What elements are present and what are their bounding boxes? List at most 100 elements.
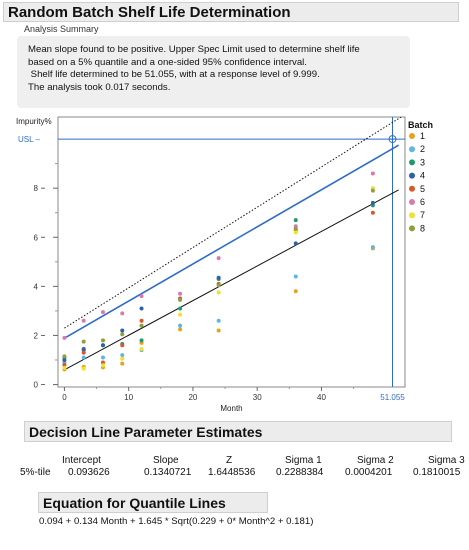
legend-marker-batch-2 — [409, 146, 415, 153]
legend-marker-batch-3 — [409, 159, 415, 166]
data-point-batch-4 — [62, 358, 67, 362]
data-point-batch-7 — [81, 366, 86, 371]
legend-marker-batch-6 — [409, 199, 415, 205]
x-tick-label: 10 — [124, 393, 133, 402]
col-header-sigma2: Sigma 2 — [357, 455, 394, 466]
data-point-batch-6 — [216, 256, 221, 261]
x-axis-label: Month — [220, 404, 242, 413]
col-header-z: Z — [226, 455, 233, 466]
data-point-batch-8 — [81, 339, 86, 344]
legend-label-batch-3: 3 — [420, 157, 425, 167]
data-point-batch-8 — [62, 354, 67, 359]
data-point-batch-3 — [139, 338, 144, 343]
data-point-batch-1 — [120, 361, 125, 366]
summary-line: The analysis took 0.017 seconds. — [28, 81, 171, 93]
data-point-batch-6 — [370, 171, 375, 176]
shelf-life-label: 51.055 — [380, 393, 405, 402]
y-tick-label: 8 — [34, 184, 39, 193]
legend-label-batch-7: 7 — [420, 210, 425, 220]
legend-marker-batch-4 — [409, 172, 415, 179]
data-point-batch-8 — [293, 226, 298, 231]
usl-label: USL – — [18, 135, 40, 144]
data-point-batch-3 — [178, 306, 183, 311]
data-point-batch-1 — [216, 328, 221, 333]
summary-line: Mean slope found to be positive. Upper S… — [28, 44, 360, 55]
data-point-batch-1 — [293, 289, 298, 294]
data-point-batch-8 — [216, 283, 221, 288]
data-point-batch-4 — [100, 343, 105, 348]
value-slope: 0.1340721 — [144, 467, 192, 478]
data-point-batch-7 — [139, 346, 144, 351]
mean-line — [64, 189, 399, 371]
legend-title: Batch — [408, 120, 433, 130]
data-point-batch-7 — [216, 290, 221, 295]
data-point-batch-6 — [178, 291, 183, 296]
data-point-batch-2 — [81, 355, 86, 360]
legend-label-batch-6: 6 — [420, 197, 425, 207]
summary-line: based on a 5% quantile and a one-sided 9… — [28, 56, 307, 68]
data-point-batch-5 — [81, 350, 86, 355]
data-point-batch-7 — [178, 312, 183, 317]
data-point-batch-8 — [370, 188, 375, 193]
value-sigma1: 0.2288384 — [276, 467, 324, 478]
data-point-batch-8 — [100, 338, 105, 343]
data-point-batch-5 — [120, 343, 125, 348]
shelf-life-chart[interactable]: Impurity% 0 2 4 6 8 0 10 20 30 40 Month USL – 51.055 B… — [0, 110, 469, 420]
data-point-batch-5 — [139, 318, 144, 323]
col-header-slope: Slope — [153, 455, 179, 466]
data-point-batch-2 — [120, 353, 125, 358]
y-tick-label: 2 — [34, 331, 39, 340]
data-point-batch-6 — [139, 294, 144, 299]
data-point-batch-8 — [178, 297, 183, 302]
data-point-batch-6 — [62, 335, 67, 340]
col-header-sigma1: Sigma 1 — [285, 455, 322, 466]
data-point-batch-6 — [81, 318, 86, 323]
analysis-summary-box: Mean slope found to be positive. Upper S… — [17, 36, 410, 108]
data-point-batch-2 — [293, 274, 298, 279]
data-point-batch-2 — [370, 245, 375, 250]
legend-label-batch-5: 5 — [420, 184, 425, 194]
data-point-batch-4 — [370, 200, 375, 205]
data-point-batch-5 — [370, 210, 375, 215]
value-sigma3: 0.1810015 — [413, 467, 461, 478]
data-point-batch-4 — [139, 306, 144, 311]
y-tick-label: 4 — [34, 282, 39, 291]
confidence-bound-line — [64, 117, 403, 329]
data-point-batch-6 — [100, 310, 105, 315]
legend-label-batch-8: 8 — [420, 223, 425, 233]
quantile-equation: 0.094 + 0.134 Month + 1.645 * Sqrt(0.229… — [39, 516, 314, 527]
data-point-batch-4 — [216, 275, 221, 280]
equation-header[interactable]: Equation for Quantile Lines — [38, 492, 268, 513]
param-estimates-header[interactable]: Decision Line Parameter Estimates — [24, 421, 452, 442]
x-tick-label: 0 — [62, 393, 67, 402]
data-point-batch-7 — [62, 365, 67, 370]
y-axis-label: Impurity% — [16, 117, 52, 126]
data-point-batch-4 — [120, 328, 125, 333]
col-header-sigma3: Sigma 3 — [428, 455, 465, 466]
legend-marker-batch-1 — [409, 133, 415, 139]
data-point-batch-1 — [178, 327, 183, 332]
data-point-batch-8 — [120, 332, 125, 337]
value-z: 1.6448536 — [208, 467, 256, 478]
data-point-batch-2 — [216, 318, 221, 323]
legend-label-batch-2: 2 — [420, 144, 425, 154]
data-point-batch-4 — [81, 346, 86, 351]
x-tick-label: 20 — [188, 393, 197, 402]
data-point-batch-5 — [100, 360, 105, 365]
report-title[interactable]: Random Batch Shelf Life Determination — [3, 2, 459, 22]
summary-line: Shelf life determined to be 51.055, with… — [28, 69, 320, 81]
legend-marker-batch-8 — [409, 225, 415, 232]
quantile-line — [64, 144, 399, 339]
data-point-batch-6 — [120, 311, 125, 316]
data-point-batch-7 — [293, 230, 298, 235]
col-header-intercept: Intercept — [62, 455, 101, 466]
analysis-summary-label: Analysis Summary — [24, 24, 99, 34]
data-point-batch-3 — [293, 218, 298, 223]
legend-marker-batch-7 — [409, 212, 415, 219]
value-sigma2: 0.0004201 — [345, 467, 393, 478]
data-point-batch-7 — [100, 363, 105, 368]
value-intercept: 0.093626 — [68, 467, 110, 478]
data-point-batch-8 — [139, 323, 144, 328]
data-point-batch-7 — [120, 356, 125, 361]
data-point-batch-5 — [62, 362, 67, 367]
